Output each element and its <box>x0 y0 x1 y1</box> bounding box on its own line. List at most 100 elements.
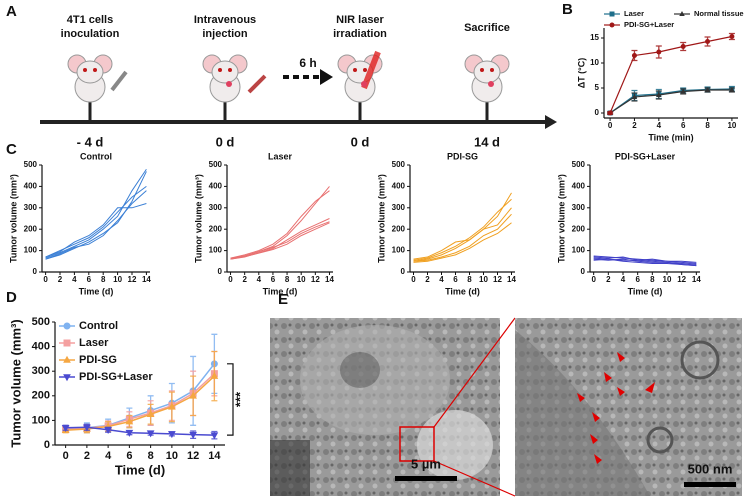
series-line <box>413 198 512 261</box>
series-line <box>45 169 147 259</box>
x-tick-label: 10 <box>727 121 736 130</box>
significance-bracket <box>227 363 234 436</box>
dark-region <box>270 440 310 496</box>
x-axis-label: Time (d) <box>115 462 165 477</box>
event-label: NIR laser <box>336 14 384 26</box>
mouse-eye <box>363 68 367 72</box>
chart-title: Control <box>80 151 112 161</box>
zoom-box <box>399 426 435 462</box>
x-tick-label: 4 <box>657 121 662 130</box>
marker <box>656 92 662 97</box>
chart-title: Laser <box>268 151 293 161</box>
x-axis-label: Time (d) <box>628 286 663 296</box>
y-tick-label: 500 <box>572 160 586 169</box>
marker <box>63 322 71 330</box>
x-tick-label: 14 <box>208 450 221 462</box>
x-tick-label: 14 <box>692 275 701 284</box>
y-tick-label: 300 <box>209 203 223 212</box>
scale-bar <box>395 476 457 481</box>
legend-label: Laser <box>79 337 109 349</box>
marker <box>168 402 176 410</box>
tumor-spot <box>488 81 494 87</box>
x-tick-label: 12 <box>311 275 320 284</box>
x-tick-label: 0 <box>228 275 233 284</box>
x-tick-label: 2 <box>606 275 611 284</box>
event-label: injection <box>202 28 248 40</box>
nanoparticle-arrows <box>577 352 655 464</box>
marker <box>609 22 615 28</box>
y-tick-label: 300 <box>32 365 50 377</box>
series-line <box>230 221 330 259</box>
nucleolus <box>340 352 380 388</box>
series-line <box>609 89 732 114</box>
marker <box>656 49 662 55</box>
marker <box>125 417 134 425</box>
series-line <box>413 222 512 263</box>
marker <box>189 391 197 399</box>
panel-label: D <box>6 289 17 306</box>
x-tick-label: 2 <box>425 275 430 284</box>
scale-bar-label: 500 nm <box>688 461 733 476</box>
series-line <box>230 222 330 260</box>
marker <box>63 355 71 363</box>
x-tick-label: 12 <box>187 450 199 462</box>
syringe <box>247 74 267 94</box>
y-tick-label: 100 <box>572 246 586 255</box>
zoom-line <box>433 317 516 428</box>
x-tick-label: 8 <box>467 275 472 284</box>
series-line <box>230 186 330 260</box>
y-tick-label: 300 <box>24 203 38 212</box>
y-tick-label: 400 <box>392 182 406 191</box>
y-axis-label: Tumor volume (mm³) <box>376 174 386 263</box>
series-line <box>609 35 733 114</box>
series-line <box>65 426 215 436</box>
scale-bar-label: 5 µm <box>411 456 441 471</box>
mouse-eye <box>228 68 232 72</box>
marker <box>61 424 70 432</box>
y-tick-label: 0 <box>33 267 38 276</box>
marker <box>704 87 711 92</box>
y-axis-label: Tumor volume (mm³) <box>8 174 18 263</box>
x-tick-label: 12 <box>493 275 502 284</box>
syringe <box>110 70 128 92</box>
x-tick-label: 4 <box>105 450 112 462</box>
mouse-eye <box>480 68 484 72</box>
panel-label: A <box>6 3 17 20</box>
marker <box>729 87 735 92</box>
marker <box>609 11 615 17</box>
series-line <box>593 258 697 266</box>
y-tick-label: 0 <box>401 267 406 276</box>
legend-label: Normal tissue <box>694 9 744 18</box>
panel-label: B <box>562 1 573 18</box>
x-tick-label: 8 <box>101 275 106 284</box>
series-line <box>593 256 697 263</box>
y-tick-label: 400 <box>24 182 38 191</box>
marker <box>125 429 134 437</box>
y-tick-label: 0 <box>595 108 600 117</box>
y-tick-label: 100 <box>32 414 50 426</box>
y-tick-label: 200 <box>572 224 586 233</box>
interval-label: 6 h <box>299 56 316 70</box>
mouse-head <box>76 60 104 84</box>
y-tick-label: 100 <box>209 246 223 255</box>
y-tick-label: 15 <box>590 33 599 42</box>
legend-label: PDI-SG+Laser <box>624 20 674 29</box>
legend-label: PDI-SG <box>79 354 117 366</box>
y-tick-label: 0 <box>44 439 50 451</box>
series-line <box>413 192 512 262</box>
cytoplasm-region <box>515 330 650 496</box>
event-day: 14 d <box>474 134 500 149</box>
chart-title: PDI-SG <box>447 151 478 161</box>
organelle <box>680 340 720 380</box>
marker <box>679 11 685 16</box>
x-tick-label: 4 <box>72 275 77 284</box>
legend-label: Laser <box>624 9 644 18</box>
y-tick-label: 300 <box>572 203 586 212</box>
x-tick-label: 0 <box>43 275 48 284</box>
series-line <box>45 185 147 258</box>
x-tick-label: 14 <box>507 275 516 284</box>
y-axis-label: Tumor volume (mm³) <box>8 319 23 447</box>
x-tick-label: 6 <box>635 275 640 284</box>
mouse-eye <box>353 68 357 72</box>
mouse-head <box>211 60 239 84</box>
